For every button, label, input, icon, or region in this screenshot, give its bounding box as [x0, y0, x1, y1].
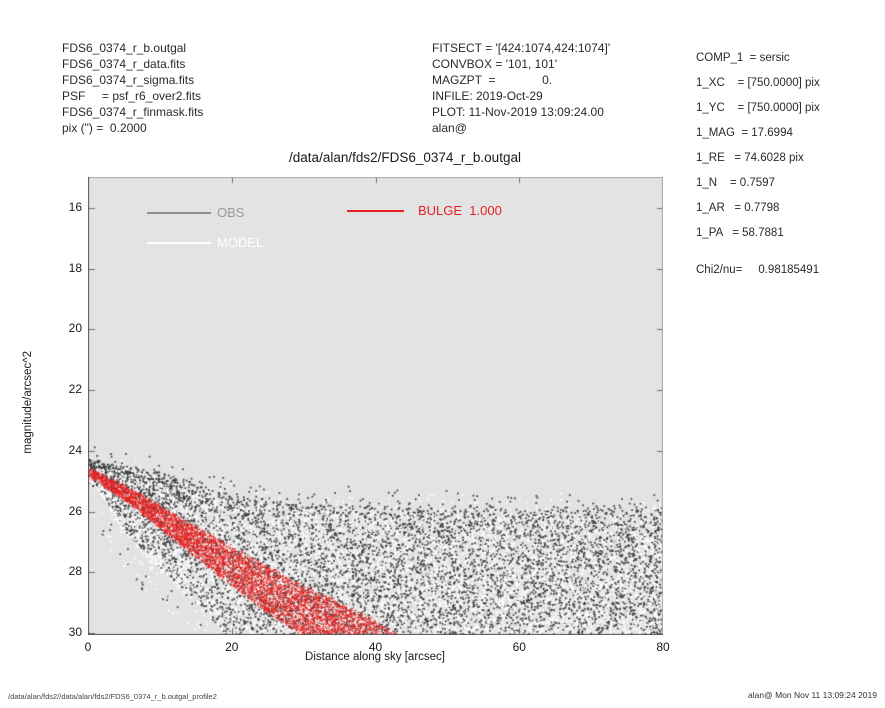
text-line: FDS6_0374_r_finmask.fits [62, 105, 204, 119]
x-tick-label: 80 [656, 640, 670, 654]
text-line: MAGZPT = 0. [432, 73, 553, 87]
scatter-canvas [88, 177, 663, 635]
y-tick-label: 16 [68, 200, 82, 214]
y-tick-label: 20 [68, 321, 82, 336]
text-line: PSF = psf_r6_over2.fits [62, 89, 202, 103]
legend-model-label: MODEL [217, 235, 264, 250]
x-tick-label: 20 [225, 640, 239, 654]
text-line: FITSECT = '[424:1074,424:1074]' [432, 41, 611, 55]
x-tick-label: 40 [368, 640, 383, 654]
legend-bulge-line [347, 210, 404, 212]
legend-obs-line [147, 212, 211, 214]
text-line: 1_AR = 0.7798 [696, 202, 780, 214]
plot-title: /data/alan/fds2/FDS6_0374_r_b.outgal [289, 150, 521, 165]
text-line: 1_YC = [750.0000] pix [696, 102, 820, 114]
text-line: FDS6_0374_r_b.outgal [62, 41, 187, 55]
legend-obs-label: OBS [217, 205, 245, 220]
footer-user-timestamp: alan@ Mon Nov 11 13:09:24 2019 [748, 690, 877, 700]
y-axis-label: magnitude/arcsec^2 [22, 351, 34, 454]
chi2-value: Chi2/nu= 0.98185491 [696, 264, 820, 276]
text-line: 1_N = 0.7597 [696, 177, 775, 189]
x-axis-label: Distance along sky [arcsec] [305, 651, 445, 663]
y-tick-label: 30 [68, 624, 82, 639]
footer-file-path: /data/alan/fds2//data/alan/fds2/FDS6_037… [8, 692, 217, 701]
text-line: 1_PA = 58.7881 [696, 227, 784, 239]
y-tick-label: 26 [68, 503, 82, 518]
text-line: 1_RE = 74.6028 pix [696, 152, 804, 164]
text-line: 1_MAG = 17.6994 [696, 127, 793, 139]
fit-settings-block: FITSECT = '[424:1074,424:1074]' CONVBOX =… [432, 40, 610, 136]
text-line: alan@ [432, 121, 467, 135]
legend-bulge-label: BULGE 1.000 [418, 203, 502, 218]
text-line: PLOT: 11-Nov-2019 13:09:24.00 [432, 105, 604, 119]
text-line: COMP_1 = sersic [696, 52, 790, 64]
plot-area: OBS MODEL BULGE 1.000 [88, 177, 663, 635]
y-tick-label: 18 [68, 260, 82, 275]
y-tick-label: 22 [68, 382, 82, 397]
x-tick-label: 0 [84, 640, 92, 654]
y-tick-label: 24 [68, 442, 82, 457]
x-tick-label: 60 [512, 640, 526, 654]
text-line: INFILE: 2019-Oct-29 [432, 89, 543, 103]
component-params-block: COMP_1 = sersic 1_XC = [750.0000] pix 1_YC… [696, 46, 820, 246]
text-line: CONVBOX = '101, 101' [432, 57, 557, 71]
legend-model-line [147, 242, 211, 244]
text-line: FDS6_0374_r_sigma.fits [62, 73, 195, 87]
text-line: pix (") = 0.2000 [62, 121, 147, 135]
input-files-block: FDS6_0374_r_b.outgal FDS6_0374_r_data.fit… [62, 40, 203, 136]
y-tick-label: 28 [68, 564, 82, 579]
text-line: FDS6_0374_r_data.fits [62, 57, 186, 71]
text-line: 1_XC = [750.0000] pix [696, 77, 820, 89]
